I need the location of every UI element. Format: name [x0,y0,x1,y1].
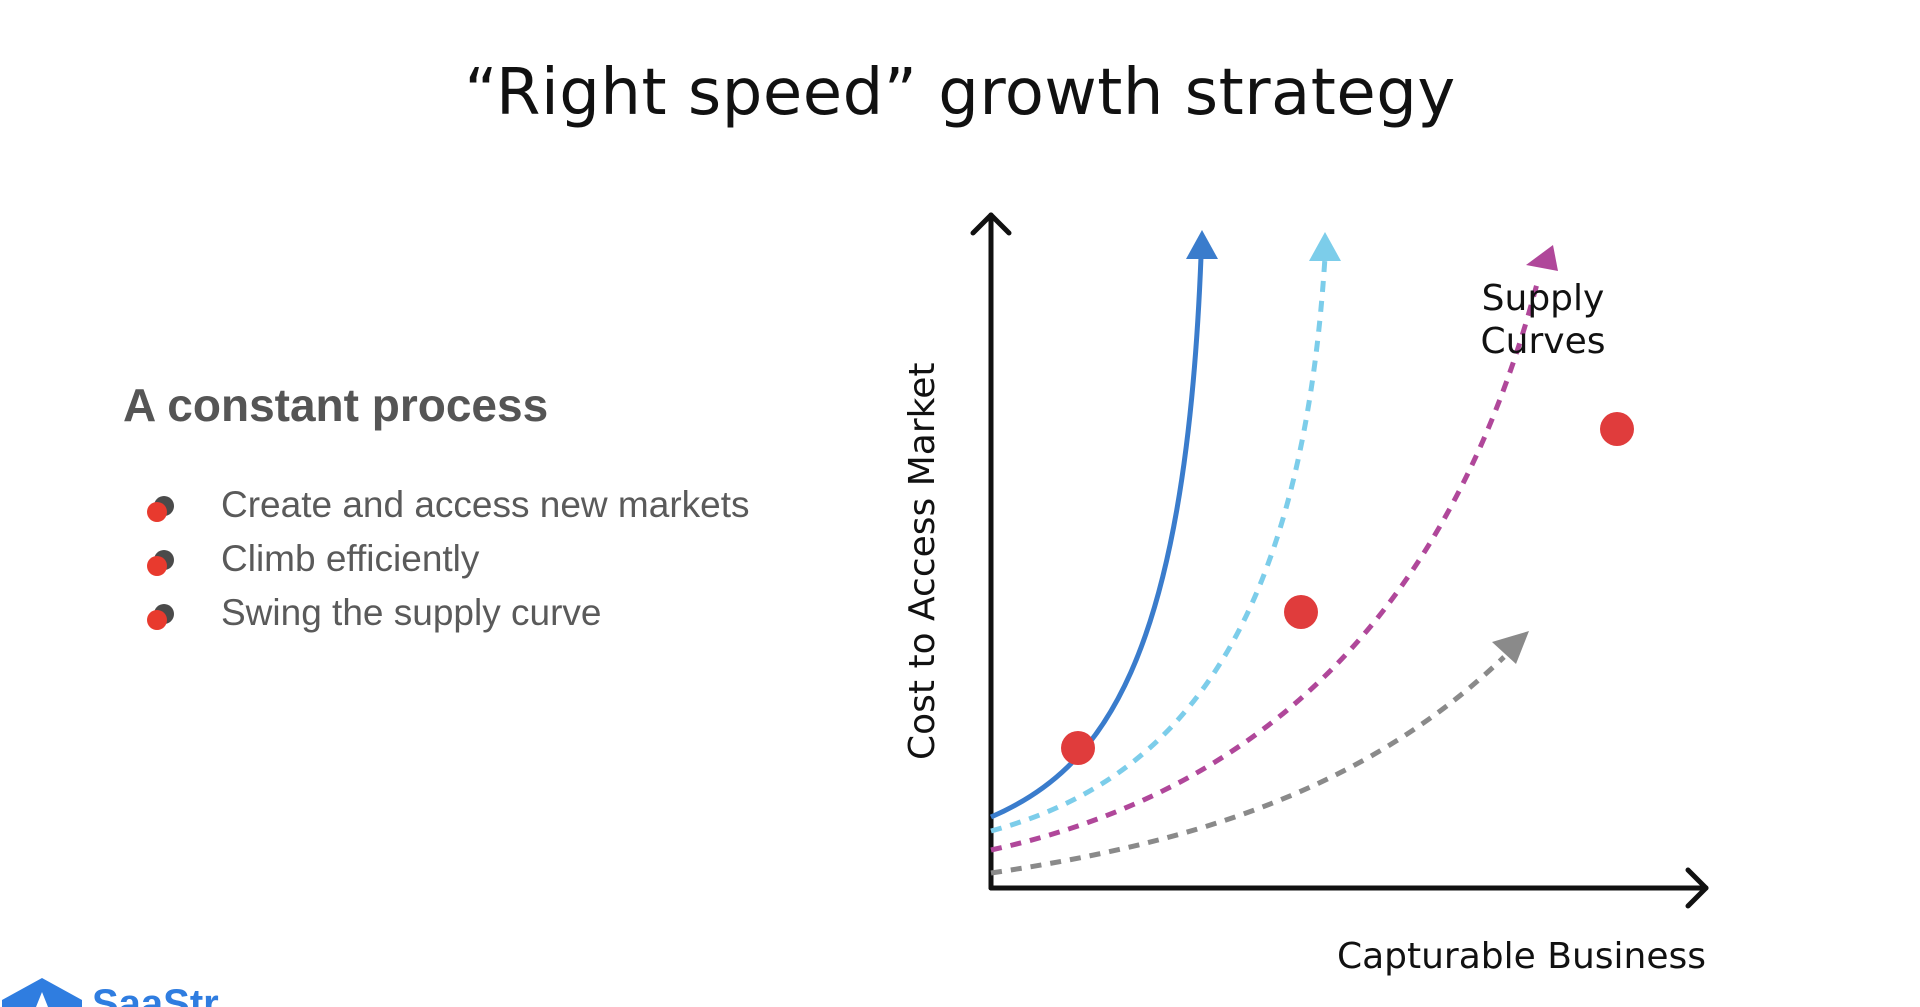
x-axis-label: Capturable Business [1337,936,1706,977]
bullet-text: Climb efficiently [221,538,480,579]
curve-magenta [990,279,1541,853]
x-axis-arrowhead [1685,867,1709,909]
y-axis-arrowhead [970,212,1012,236]
axes [970,212,1709,909]
curve-blue-arrowhead [1186,230,1218,259]
curve-magenta-arrowhead [1526,245,1558,271]
bullet-text: Swing the supply curve [221,592,602,633]
bullet-dot-icon [147,604,174,630]
curve-gray-arrowhead [1492,631,1529,664]
marker-dot [1600,412,1634,446]
markers [1061,412,1634,765]
bullet-item: Swing the supply curve [145,586,750,640]
curve-lightblue [990,256,1328,834]
curves-label-line2: Curves [1481,321,1606,362]
bullet-list: Create and access new markets Climb effi… [145,478,750,640]
bullet-dot-icon [147,496,174,522]
logo-text: SaaStr [92,982,219,1007]
slide-title: “Right speed” growth strategy [464,56,1456,130]
marker-dot [1061,731,1095,765]
marker-dot [1284,595,1318,629]
bullet-item: Climb efficiently [145,532,750,586]
supply-curves [990,230,1558,876]
bullet-dot-icon [147,550,174,576]
saastr-logo: SaaStr [0,960,260,1007]
bullet-text: Create and access new markets [221,484,750,525]
curve-blue [990,256,1204,820]
curve-gray [990,655,1506,876]
supply-curve-diagram: Cost to Access Market Capturable Busines… [902,212,1709,977]
bullet-item: Create and access new markets [145,478,750,532]
curves-label-line1: Supply [1482,278,1605,319]
y-axis-label: Cost to Access Market [902,363,943,761]
curve-lightblue-arrowhead [1309,232,1341,261]
section-heading: A constant process [123,379,549,431]
saastr-logo-icon [2,978,82,1007]
